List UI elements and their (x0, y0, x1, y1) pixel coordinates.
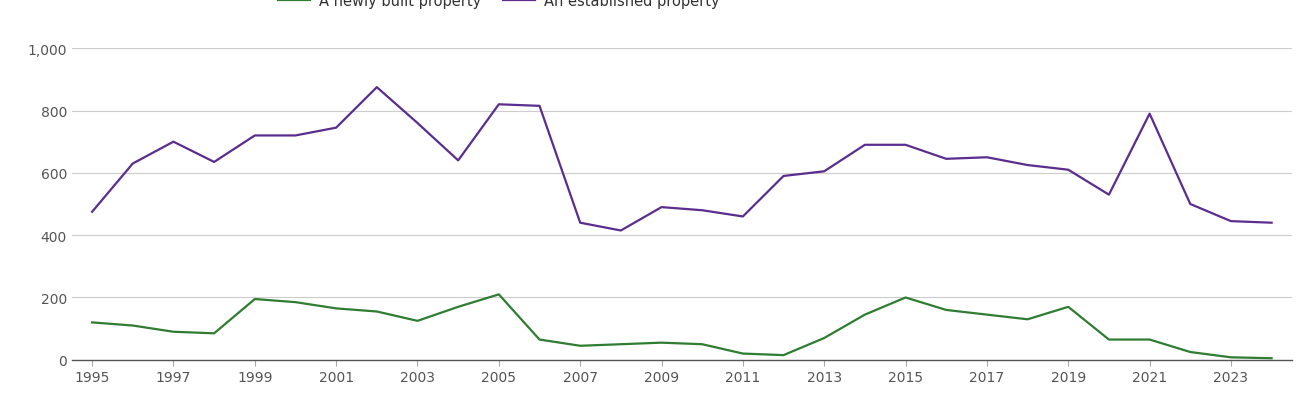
An established property (573, 221, 589, 226)
A newly built property (775, 353, 791, 358)
An established property (898, 143, 913, 148)
A newly built property (1223, 355, 1238, 360)
An established property (613, 229, 629, 234)
Line: An established property: An established property (93, 88, 1271, 231)
A newly built property (329, 306, 345, 311)
An established property (491, 103, 506, 108)
A newly built property (979, 312, 994, 317)
An established property (1061, 168, 1077, 173)
A newly built property (206, 331, 222, 336)
A newly built property (857, 312, 873, 317)
An established property (125, 162, 141, 166)
A newly built property (247, 297, 262, 302)
Line: A newly built property: A newly built property (93, 294, 1271, 358)
A newly built property (491, 292, 506, 297)
An established property (979, 155, 994, 160)
A newly built property (287, 300, 303, 305)
An established property (85, 210, 100, 215)
A newly built property (613, 342, 629, 347)
A newly built property (1061, 305, 1077, 310)
An established property (1223, 219, 1238, 224)
A newly built property (938, 308, 954, 312)
An established property (329, 126, 345, 131)
An established property (857, 143, 873, 148)
An established property (1101, 193, 1117, 198)
An established property (206, 160, 222, 165)
An established property (531, 104, 547, 109)
An established property (450, 159, 466, 164)
A newly built property (1101, 337, 1117, 342)
A newly built property (85, 320, 100, 325)
A newly built property (410, 319, 425, 324)
A newly built property (1142, 337, 1158, 342)
An established property (938, 157, 954, 162)
A newly built property (735, 351, 750, 356)
An established property (1142, 112, 1158, 117)
An established property (410, 121, 425, 126)
A newly built property (125, 323, 141, 328)
A newly built property (450, 305, 466, 310)
An established property (247, 134, 262, 139)
An established property (287, 134, 303, 139)
An established property (817, 169, 833, 174)
An established property (1263, 221, 1279, 226)
Legend: A newly built property, An established property: A newly built property, An established p… (273, 0, 726, 15)
A newly built property (898, 295, 913, 300)
A newly built property (531, 337, 547, 342)
A newly built property (369, 309, 385, 314)
An established property (1182, 202, 1198, 207)
A newly built property (1019, 317, 1035, 322)
A newly built property (694, 342, 710, 347)
An established property (1019, 163, 1035, 168)
A newly built property (573, 344, 589, 348)
A newly built property (817, 336, 833, 341)
An established property (654, 205, 669, 210)
A newly built property (166, 330, 181, 335)
A newly built property (1182, 350, 1198, 355)
An established property (369, 85, 385, 90)
A newly built property (654, 340, 669, 345)
An established property (735, 214, 750, 219)
An established property (775, 174, 791, 179)
An established property (166, 140, 181, 145)
An established property (694, 208, 710, 213)
A newly built property (1263, 356, 1279, 361)
